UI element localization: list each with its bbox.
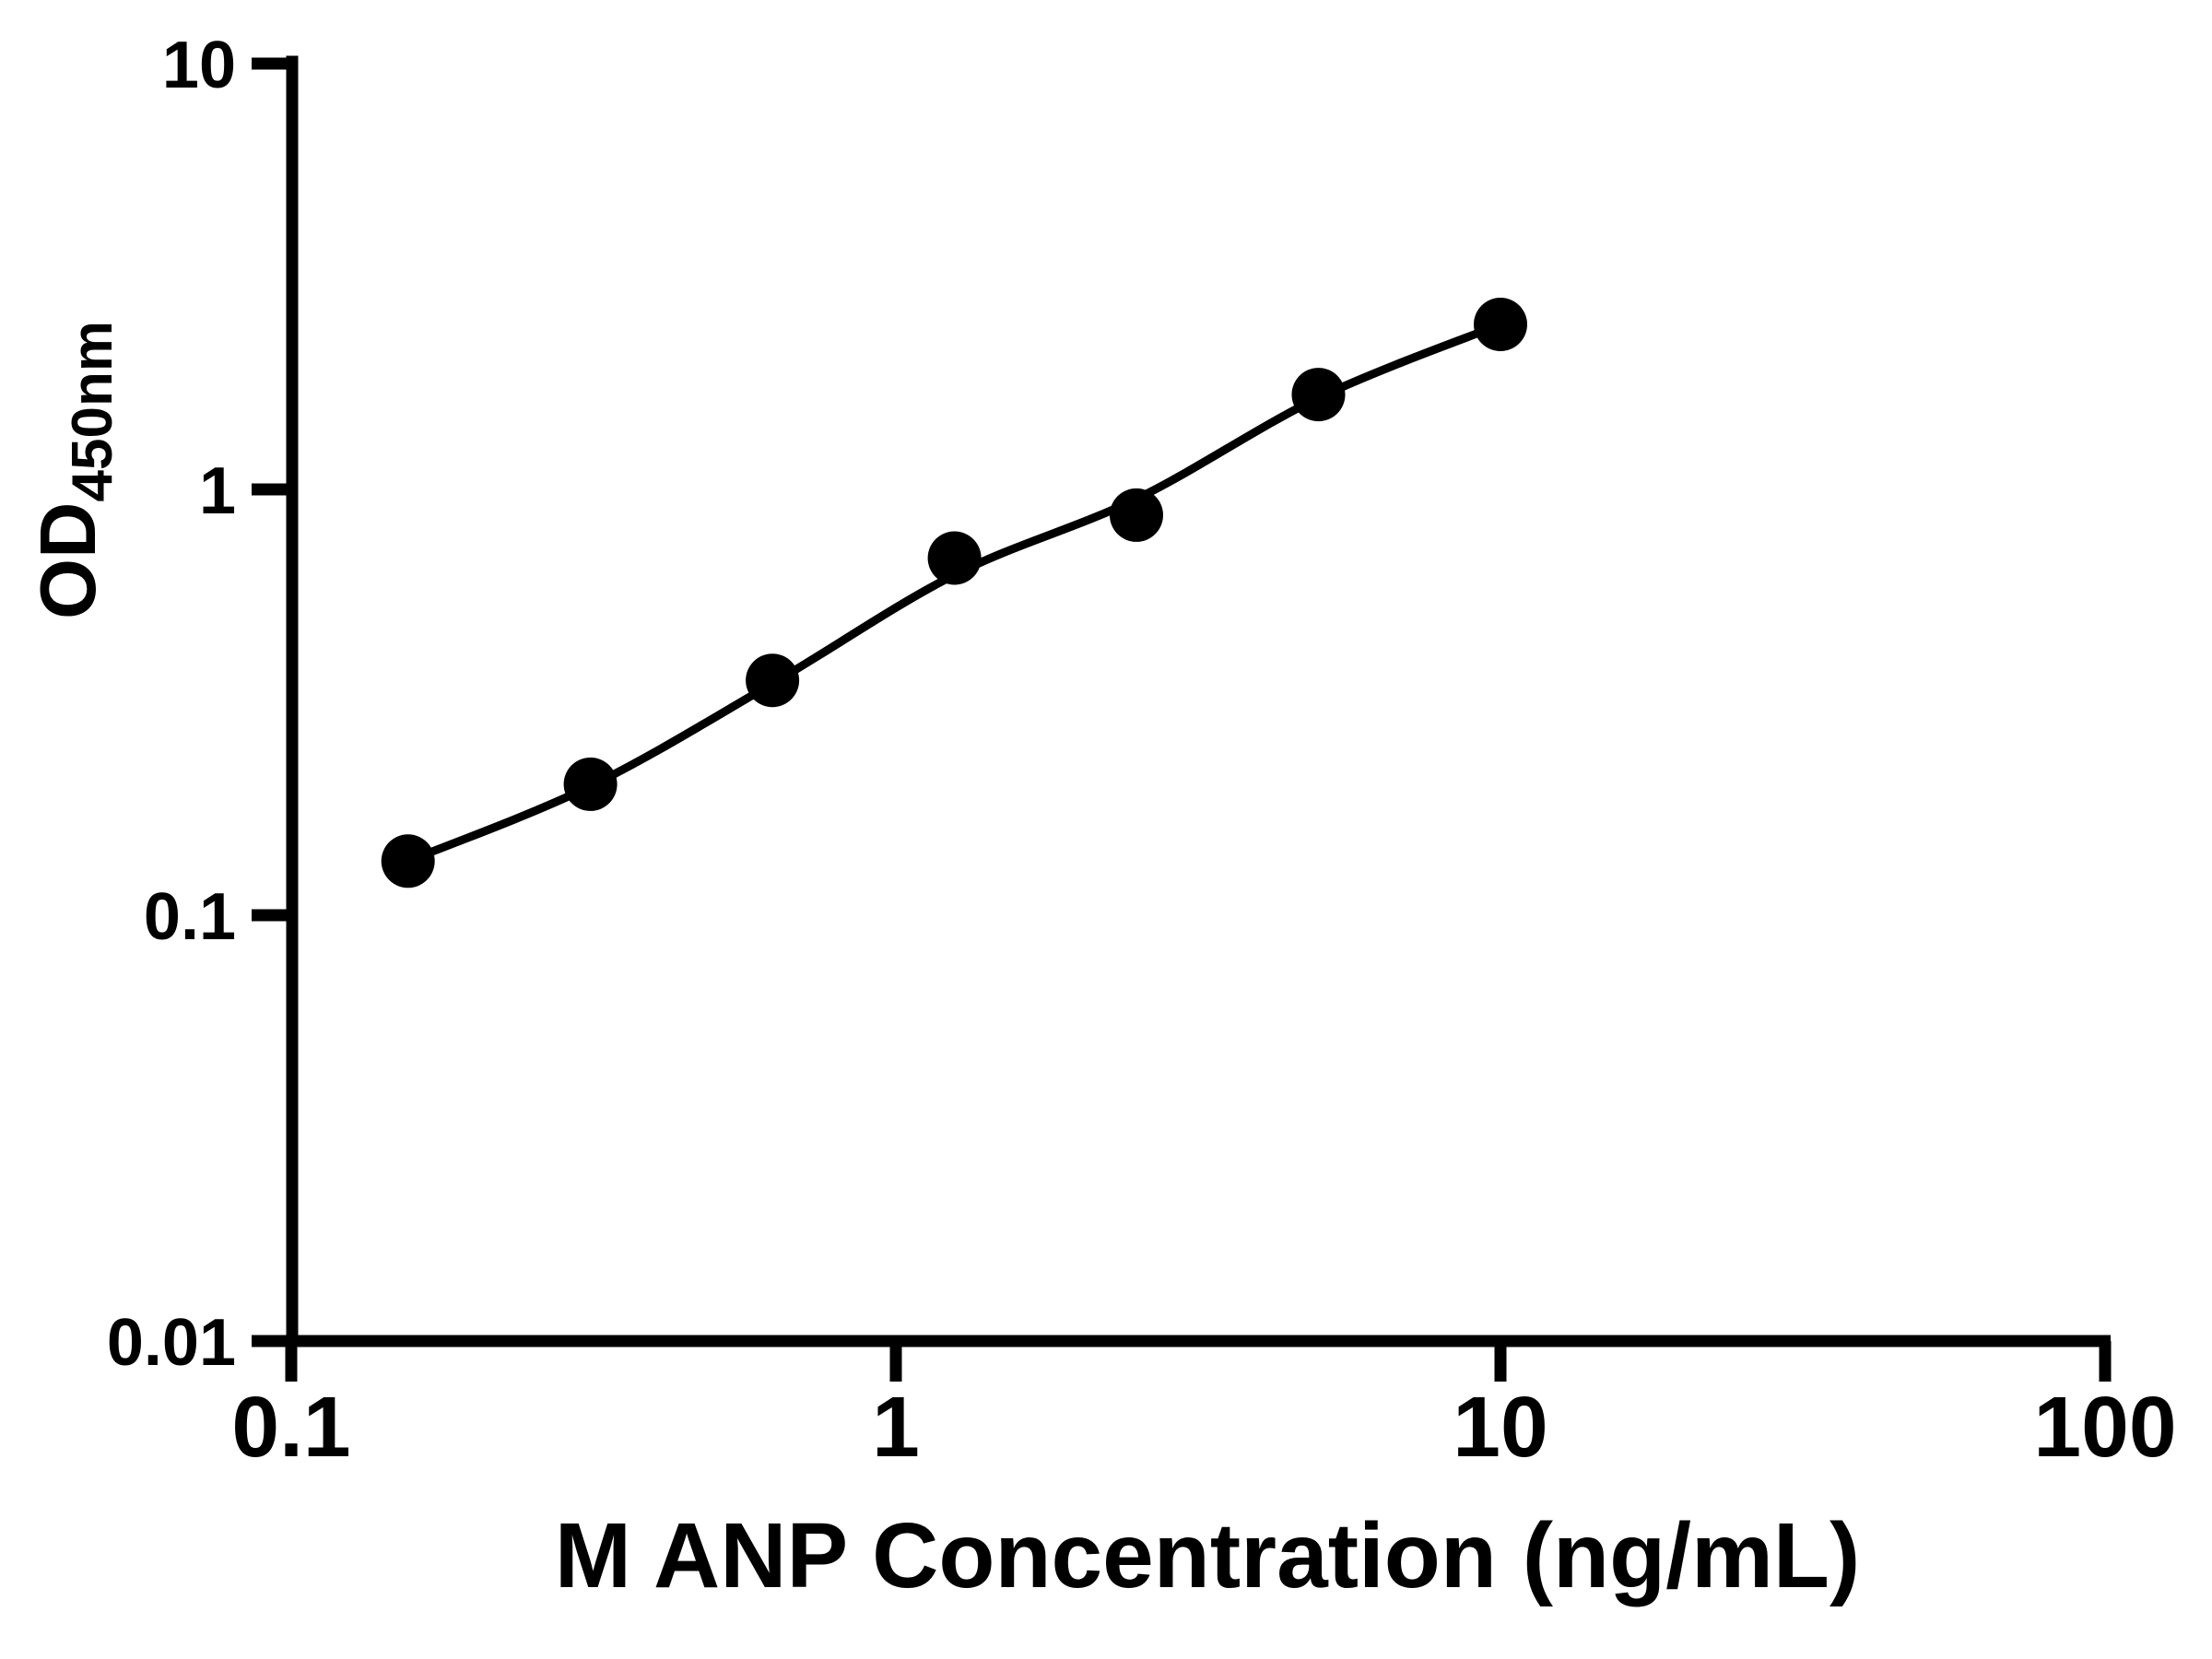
x-tick-label: 10 [1453,1379,1547,1475]
x-tick-label: 0.1 [231,1379,350,1475]
y-tick-label: 10 [162,29,236,102]
y-axis-ticks: 10 1 0.1 0.01 [107,29,292,1380]
y-tick-label: 0.01 [107,1306,236,1380]
x-tick-label: 100 [2033,1379,2176,1475]
x-axis-ticks: 0.1 1 10 100 [231,1341,2177,1475]
y-axis-title: OD450nm [25,321,124,619]
data-point [746,653,800,708]
data-point [1474,298,1527,351]
data-point [563,757,618,811]
y-axis-title-main: OD [25,501,112,619]
data-point [1110,488,1163,542]
y-tick-label: 0.1 [144,880,236,954]
data-point [1291,368,1346,422]
x-axis-title: M ANP Concentration (ng/mL) [555,1504,1861,1607]
x-tick-label: 1 [872,1379,920,1475]
data-point [927,531,982,585]
data-points [381,298,1527,888]
y-tick-label: 1 [199,454,236,528]
data-point [381,834,435,888]
axes [286,55,2111,1347]
y-axis-title-sub: 450nm [61,321,124,501]
